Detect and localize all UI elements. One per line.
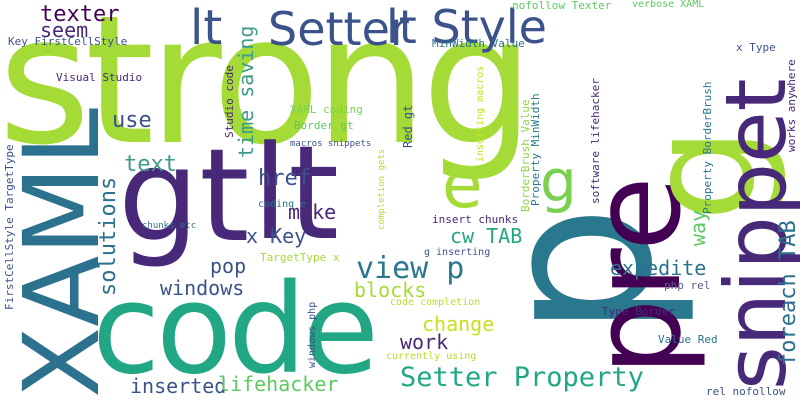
word-cw-tab: cw TAB: [450, 224, 523, 248]
word-way: way: [686, 209, 710, 246]
word-key-firstcellstyle: Key FirstCellStyle: [8, 35, 128, 48]
word-g-inserting: g inserting: [424, 247, 491, 258]
word-value-red: Value Red: [658, 333, 718, 346]
word-insert-chunks: insert chunks: [432, 213, 519, 226]
word-make: make: [288, 200, 337, 224]
word-href: href: [258, 166, 311, 191]
word-texter: texter: [40, 2, 120, 27]
word-completion-gets: completion gets: [377, 148, 387, 230]
word-property-borderbrush: Property BorderBrush: [701, 81, 714, 214]
word-x-key: x Key: [246, 224, 307, 248]
word-x-type: x Type: [736, 41, 776, 54]
word-lt-large: lt: [252, 117, 340, 269]
word-targettype-x: TargetType x: [260, 251, 340, 264]
word-inserting-macros: inserting macros: [475, 65, 486, 162]
word-solutions: solutions: [96, 176, 121, 296]
word-code: code: [92, 258, 379, 400]
word-red-gt: Red gt: [401, 104, 415, 148]
word-software-lifehacker: software lifehacker: [589, 78, 602, 204]
word-windows: windows: [160, 276, 245, 300]
word-work: work: [400, 330, 449, 354]
word-nofollow-texter: nofollow Texter: [512, 0, 612, 12]
word-currently-using: currently using: [386, 351, 477, 362]
word-coding-e: coding e: [258, 199, 307, 210]
word-setter: Setter: [268, 2, 409, 56]
word-firstcellstyle-targettype: FirstCellStyle TargetType: [3, 144, 16, 310]
word-view-p: view p: [356, 251, 465, 286]
word-verbose-xaml: verbose XAML: [632, 0, 705, 10]
word-e: e: [442, 146, 483, 223]
word-works-anywhere: works anywhere: [785, 59, 798, 152]
word-studio-code: Studio code: [223, 65, 236, 138]
word-border-gt: Border gt: [294, 119, 354, 132]
word-expedite: expedite: [610, 256, 707, 280]
word-setter-property: Setter Property: [400, 362, 644, 393]
word-seem: seem: [40, 18, 89, 42]
word-lifehacker: lifehacker: [218, 372, 339, 396]
word-macros-snippets: macros snippets: [290, 139, 372, 149]
word-g-small: g: [540, 147, 577, 215]
word-use: use: [112, 108, 152, 133]
word-chunks-etc: chunks etc: [142, 221, 197, 231]
word-pop: pop: [210, 254, 247, 278]
word-type-border: Type Border: [602, 305, 675, 318]
word-minwidth-value: MinWidth Value: [432, 37, 525, 50]
word-foreach-tab: foreach TAB: [776, 220, 800, 366]
word-change: change: [422, 312, 495, 336]
word-inserted: inserted: [130, 374, 227, 398]
word-xaml-coding: XAML coding: [290, 103, 363, 116]
word-windows-php: windows php: [307, 301, 318, 368]
word-lt-style: lt Style: [386, 0, 547, 54]
word-strong: strong: [0, 0, 535, 184]
word-lt-small: lt: [190, 0, 223, 56]
word-gt: gt: [118, 122, 250, 271]
word-php-rel: php rel: [664, 279, 711, 292]
word-visual-studio: Visual Studio: [56, 71, 143, 84]
word-time-saving: time saving: [234, 25, 258, 158]
word-property-minwidth: Property MinWidth: [529, 93, 542, 206]
word-text: text: [124, 152, 177, 177]
word-rel-nofollow: rel nofollow: [706, 385, 786, 398]
word-blocks: blocks: [354, 278, 427, 302]
word-code-completion: code completion: [390, 297, 481, 308]
